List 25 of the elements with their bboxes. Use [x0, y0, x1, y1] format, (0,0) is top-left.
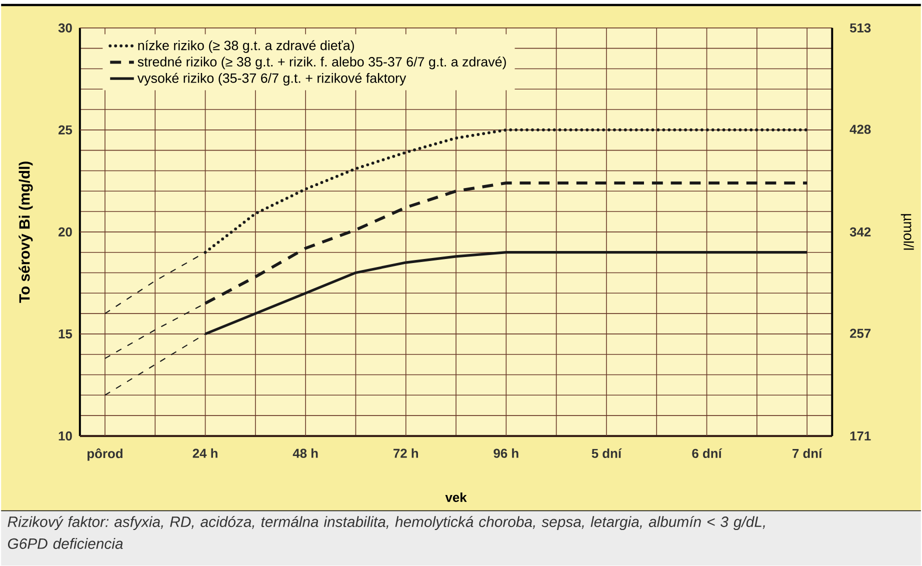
y2-tick-label: 513	[850, 24, 871, 33]
x-tick-label: 24 h	[192, 448, 218, 458]
legend-label: stredné riziko (≥ 38 g.t. + rizik. f. alebo 35-37 6/7 g.t. a zdravé)	[138, 56, 506, 70]
x-tick-label: 72 h	[394, 448, 418, 458]
y2-axis-title: µmol/l	[900, 214, 914, 250]
y2-tick-label: 342	[850, 228, 871, 237]
y-tick-label: 15	[58, 330, 72, 339]
y2-tick-label: 257	[850, 328, 871, 338]
y-tick-label: 10	[58, 432, 72, 441]
x-tick-label: 48 h	[292, 448, 318, 458]
y2-tick-label: 171	[850, 432, 871, 441]
x-tick-label: 96 h	[494, 448, 518, 458]
y-tick-label: 30	[58, 24, 72, 33]
y2-tick-label: 428	[850, 124, 871, 134]
y-tick-label: 20	[58, 228, 72, 237]
x-tick-label: pôrod	[88, 448, 122, 461]
x-axis-title: vek	[445, 492, 467, 502]
text: Rizikový faktor: asfyxia, RD, acidóza, termálna instabilita, hemolytická choroba, sepsa, letargia, albumín < 3 g/dL, G6PD deficiencia	[8, 516, 765, 550]
legend-label: nízke riziko (≥ 38 g.t. a zdravé dieťa)	[138, 40, 354, 54]
legend-label: vysoké riziko (35-37 6/7 g.t. + rizikové faktory	[137, 73, 406, 86]
y-tick-label: 25	[58, 126, 72, 135]
x-tick-label: 5 dní	[592, 448, 622, 458]
x-tick-label: 7 dní	[792, 448, 822, 458]
y-axis-title: To sérový Bi (mg/dl)	[18, 162, 33, 304]
x-tick-label: 6 dní	[692, 448, 722, 458]
